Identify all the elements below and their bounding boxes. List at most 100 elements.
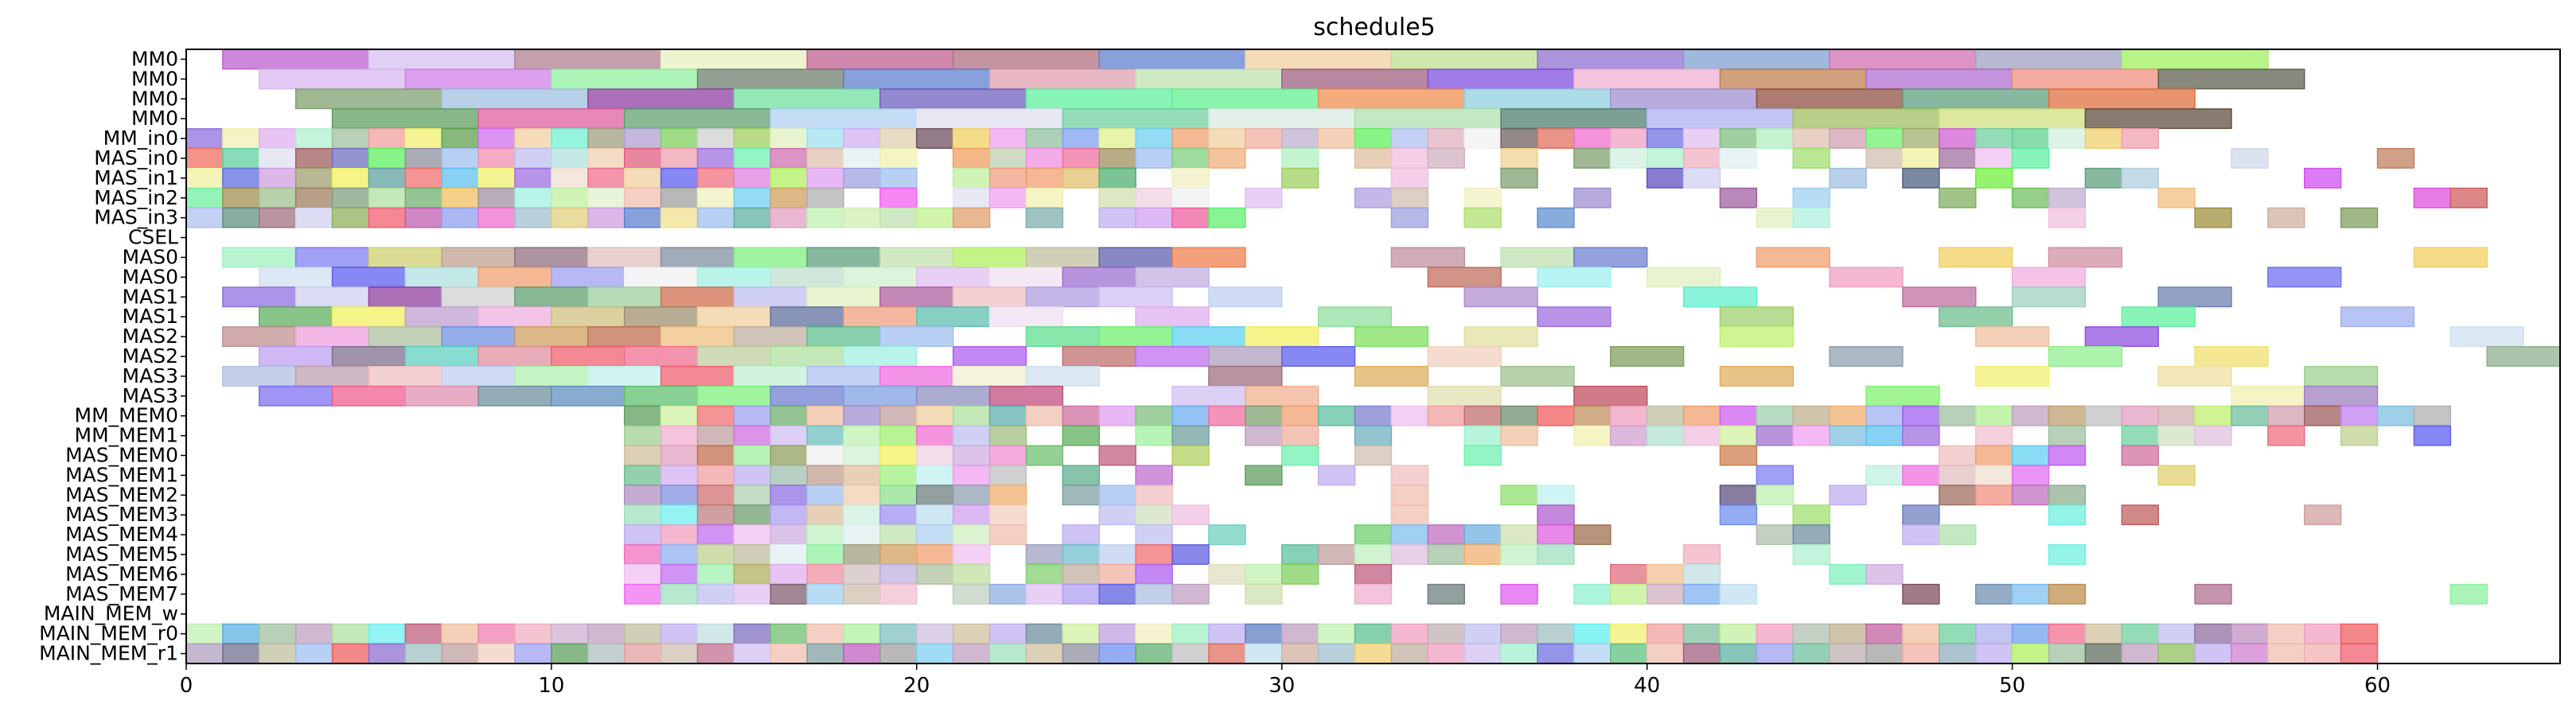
task-bar bbox=[2011, 465, 2050, 486]
task-bar bbox=[1792, 108, 1940, 130]
y-tick-label: MAS_MEM1 bbox=[65, 463, 178, 486]
task-bar bbox=[2340, 425, 2379, 446]
task-bar bbox=[551, 128, 589, 150]
task-bar bbox=[2084, 643, 2123, 664]
task-bar bbox=[988, 385, 1064, 407]
task-bar bbox=[1135, 524, 1173, 546]
task-bar bbox=[696, 425, 735, 446]
task-bar bbox=[733, 445, 772, 466]
task-bar bbox=[2048, 425, 2087, 446]
task-bar bbox=[1682, 49, 1830, 70]
task-bar bbox=[879, 425, 918, 446]
task-bar bbox=[1098, 128, 1136, 150]
task-bar bbox=[185, 623, 224, 644]
task-bar bbox=[1281, 167, 1319, 189]
task-bar bbox=[2011, 267, 2087, 288]
task-bar bbox=[1463, 405, 1502, 426]
task-bar bbox=[1865, 385, 1940, 407]
task-bar bbox=[1974, 148, 2013, 169]
task-bar bbox=[1573, 247, 1648, 268]
task-bar bbox=[2376, 148, 2415, 169]
task-bar bbox=[1427, 405, 1465, 426]
task-bar bbox=[806, 425, 844, 446]
task-bar bbox=[733, 286, 808, 308]
task-bar bbox=[1062, 128, 1101, 150]
task-bar bbox=[988, 306, 1064, 328]
task-bar bbox=[660, 465, 699, 486]
task-bar bbox=[222, 365, 297, 387]
task-bar bbox=[294, 207, 333, 228]
task-bar bbox=[2413, 405, 2452, 426]
task-bar bbox=[1317, 128, 1356, 150]
task-bar bbox=[660, 524, 699, 546]
task-bar bbox=[770, 563, 808, 585]
task-bar bbox=[2449, 583, 2488, 605]
task-bar bbox=[368, 286, 442, 308]
task-bar bbox=[988, 583, 1027, 605]
task-bar bbox=[770, 484, 808, 506]
task-bar bbox=[952, 544, 991, 565]
task-bar bbox=[770, 425, 808, 446]
task-bar bbox=[2121, 445, 2159, 466]
task-bar bbox=[1939, 445, 1977, 466]
task-bar bbox=[1098, 623, 1136, 644]
task-bar bbox=[2157, 465, 2196, 486]
task-bar bbox=[1354, 405, 1393, 426]
task-bar bbox=[514, 207, 552, 228]
task-bar bbox=[733, 88, 881, 110]
task-bar bbox=[623, 346, 699, 367]
task-bar bbox=[1902, 583, 1940, 605]
task-bar bbox=[1171, 187, 1210, 208]
task-bar bbox=[770, 128, 808, 150]
task-bar bbox=[1281, 128, 1319, 150]
task-bar bbox=[2048, 405, 2087, 426]
task-bar bbox=[2194, 425, 2232, 446]
task-bar bbox=[660, 167, 699, 189]
task-bar bbox=[1281, 68, 1429, 90]
y-tick-label: MAS_in3 bbox=[94, 206, 178, 229]
task-bar bbox=[259, 167, 297, 189]
task-bar bbox=[733, 148, 772, 169]
task-bar bbox=[1719, 326, 1795, 348]
task-bar bbox=[1317, 88, 1465, 110]
task-bar bbox=[1098, 563, 1136, 585]
task-bar bbox=[1500, 484, 1538, 506]
task-bar bbox=[1756, 465, 1795, 486]
task-bar bbox=[1025, 623, 1064, 644]
task-bar bbox=[1135, 148, 1173, 169]
task-bar bbox=[1682, 405, 1721, 426]
task-bar bbox=[1719, 187, 1758, 208]
task-bar bbox=[1646, 405, 1685, 426]
task-bar bbox=[660, 643, 699, 664]
task-bar bbox=[2011, 68, 2159, 90]
task-bar bbox=[879, 544, 918, 565]
task-bar bbox=[1500, 425, 1538, 446]
task-bar bbox=[259, 148, 297, 169]
task-bar bbox=[1537, 524, 1575, 546]
task-bar bbox=[1463, 207, 1502, 228]
task-bar bbox=[1829, 643, 1867, 664]
task-bar bbox=[1902, 128, 1940, 150]
task-bar bbox=[1171, 544, 1210, 565]
task-bar bbox=[916, 425, 954, 446]
task-bar bbox=[587, 365, 662, 387]
task-bar bbox=[1939, 643, 1977, 664]
task-bar bbox=[2486, 346, 2561, 367]
task-bar bbox=[696, 465, 735, 486]
task-bar bbox=[1573, 128, 1611, 150]
task-bar bbox=[1537, 484, 1575, 506]
task-bar bbox=[1354, 365, 1429, 387]
task-bar bbox=[952, 148, 991, 169]
task-bar bbox=[2157, 425, 2196, 446]
task-bar bbox=[733, 583, 772, 605]
task-bar bbox=[879, 623, 918, 644]
task-bar bbox=[2048, 88, 2196, 110]
task-bar bbox=[733, 524, 772, 546]
task-bar bbox=[1865, 623, 1904, 644]
task-bar bbox=[259, 68, 407, 90]
task-bar bbox=[1354, 524, 1393, 546]
task-bar bbox=[1062, 267, 1136, 288]
task-bar bbox=[368, 49, 516, 70]
task-bar bbox=[368, 247, 442, 268]
task-bar bbox=[660, 405, 699, 426]
